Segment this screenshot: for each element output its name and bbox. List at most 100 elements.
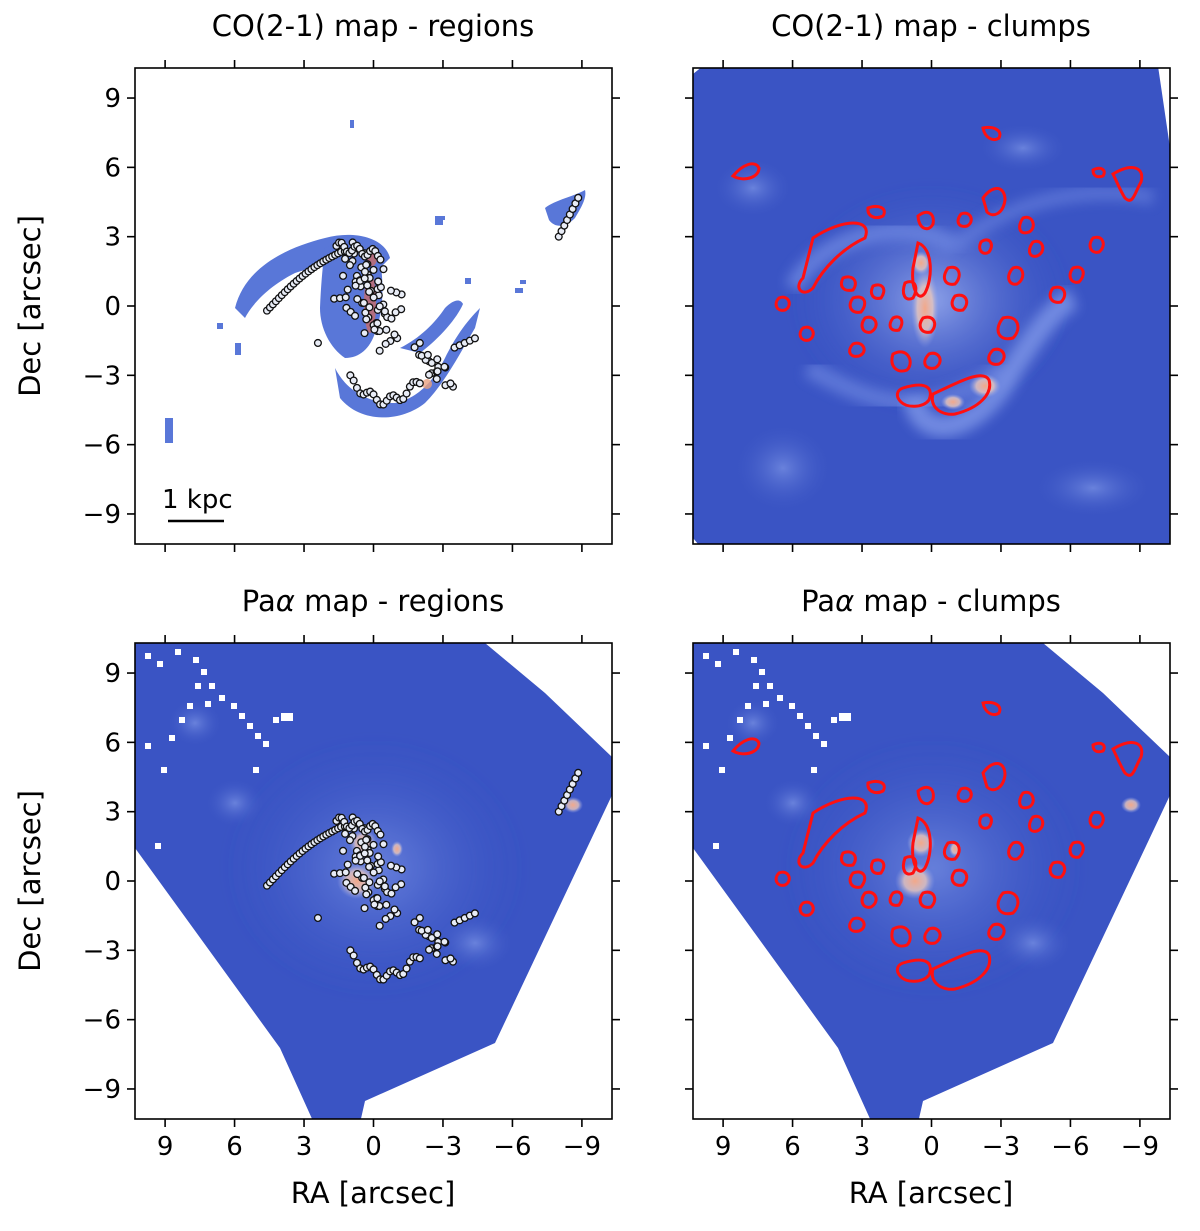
panel-title: CO(2-1) map - regions [212,9,534,43]
region-marker [350,886,360,895]
panel-co-clumps: CO(2-1) map - clumps [692,9,1171,545]
region-marker [374,852,383,861]
region-marker [391,308,400,317]
region-marker [574,768,583,777]
region-marker [369,840,378,849]
region-marker [360,274,369,283]
panel-paa-regions: Paα map - regions [134,584,613,1120]
x-tick-label: −9 [1121,1132,1159,1162]
region-marker [345,836,355,845]
region-marker [446,379,455,388]
region-marker [369,293,378,302]
x-tick-label: 6 [784,1132,801,1162]
region-marker [373,894,382,903]
region-marker [386,286,395,295]
region-marker [363,281,372,290]
y-tick-label: −3 [83,361,121,391]
region-marker [350,311,360,320]
region-marker [379,840,388,849]
region-marker [574,193,583,202]
region-marker [381,339,390,348]
x-tick-label: 0 [923,1132,940,1162]
region-marker [446,954,455,963]
region-marker [361,883,370,892]
region-marker [410,918,419,927]
y-tick-label: 9 [104,84,121,114]
region-marker [341,829,350,838]
region-marker [359,873,368,882]
region-marker [351,281,360,290]
region-marker [440,362,449,371]
region-marker [369,265,378,274]
region-marker [370,900,379,909]
region-marker [353,870,362,879]
region-marker [359,298,368,307]
x-tick-label: 9 [157,1132,174,1162]
region-marker [415,338,424,348]
y-tick-label: 0 [104,867,121,897]
y-tick-label: 0 [104,292,121,322]
region-marker [339,846,348,855]
region-marker [369,868,378,877]
region-marker [402,389,411,398]
region-marker [360,849,369,858]
region-marker [343,860,352,869]
y-axis-label-bottom: Dec [arcsec] [13,790,47,972]
region-marker [373,319,382,328]
region-marker [427,933,436,942]
region-marker [313,338,322,348]
region-marker [415,379,424,388]
x-tick-label: −6 [1051,1132,1089,1162]
x-tick-label: −9 [563,1132,601,1162]
region-marker [390,330,399,339]
x-tick-label: −3 [982,1132,1020,1162]
region-marker [375,302,384,311]
region-marker [360,904,369,913]
co-clumps-map [693,68,1170,544]
region-marker [424,370,434,379]
region-marker [391,883,400,892]
region-marker [427,358,436,367]
region-marker [361,308,370,317]
region-marker [341,293,350,302]
region-markers [262,193,583,409]
y-tick-label: 9 [104,659,121,689]
region-marker [433,930,442,939]
y-axis-label-top: Dec [arcsec] [13,215,47,397]
region-marker [362,315,371,324]
region-marker [370,325,379,334]
region-marker [375,921,384,930]
region-marker [353,295,362,304]
region-marker [433,942,442,951]
region-marker [470,334,479,343]
region-marker [345,261,355,270]
region-marker [410,343,419,352]
region-marker [387,314,396,323]
region-marker [341,254,350,263]
x-tick-label: −6 [493,1132,531,1162]
region-marker [349,376,358,385]
panel-paa-clumps: Paα map - clumps [692,584,1171,1120]
region-marker [440,937,449,946]
x-tick-label: 3 [854,1132,871,1162]
y-tick-label: −3 [83,936,121,966]
region-marker [351,856,360,865]
paa-regions-map [135,643,612,1119]
region-marker [376,830,385,839]
region-marker [362,835,371,844]
region-marker [339,271,348,280]
panel-title: CO(2-1) map - clumps [771,9,1091,43]
region-marker [402,964,411,973]
region-marker [423,350,432,359]
region-marker [360,267,369,276]
region-marker [360,329,369,338]
region-marker [387,889,396,898]
region-marker [381,914,390,923]
region-marker [375,346,384,355]
panel-co-regions: CO(2-1) map - regions [134,9,613,545]
scalebar-label: 1 kpc [162,485,233,515]
x-tick-label: −3 [424,1132,462,1162]
region-marker [433,355,442,364]
region-marker [432,374,441,383]
